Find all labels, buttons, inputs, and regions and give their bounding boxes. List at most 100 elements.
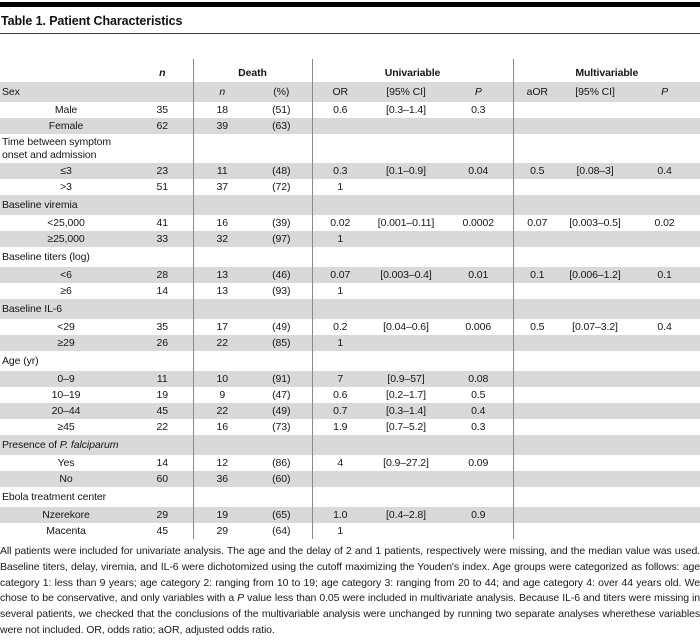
cell-death-pct: (47) <box>272 388 291 401</box>
cell-ci: [0.2–1.7] <box>386 388 426 401</box>
cell-aor <box>512 247 562 267</box>
cell-aor <box>512 471 562 487</box>
cell-aor: 0.07 <box>512 215 562 231</box>
cell-aci: [0.07–3.2] <box>572 320 618 333</box>
cell-or: 0.07 <box>311 267 368 283</box>
col-univariable-group-header: Univariable <box>311 59 514 82</box>
row-label: Time between symptom onset and admission <box>2 136 112 161</box>
header-spacer <box>0 59 132 82</box>
top-rule <box>0 2 700 7</box>
data-row: Nzerekore 29 19 (65) 1.0 [0.4–2.8] 0.9 <box>0 507 700 523</box>
cell-n: 45 <box>156 404 169 417</box>
row-label: Baseline viremia <box>2 198 78 211</box>
cell-p: 0.09 <box>468 456 489 469</box>
cell-aci <box>561 403 629 419</box>
cell-n: 35 <box>156 103 169 116</box>
cell-aor <box>512 351 562 371</box>
row-label: Presence of P. falciparum <box>2 438 119 451</box>
cell-ci: [0.9–57] <box>387 372 425 385</box>
cell-death-pct: (63) <box>272 119 291 132</box>
data-row: Female 62 39 (63) <box>0 118 700 134</box>
row-label: Ebola treatment center <box>2 490 107 503</box>
cell-aor <box>512 283 562 299</box>
row-label: Macenta <box>46 524 86 537</box>
column-subheader-row: Sex n (%) OR [95% CI] P aOR [95% CI] P <box>0 82 700 102</box>
cell-ap: 0.1 <box>657 268 672 281</box>
cell-or <box>311 134 368 163</box>
cell-n: 29 <box>156 508 169 521</box>
cell-n: 22 <box>156 420 169 433</box>
group-row: Baseline titers (log) <box>0 247 700 267</box>
data-row: No 60 36 (60) <box>0 471 700 487</box>
cell-aor: 0.5 <box>512 319 562 335</box>
cell-death-n: 19 <box>192 507 251 523</box>
group-row: Age (yr) <box>0 351 700 371</box>
col-ap-header: P <box>661 85 668 98</box>
row-label: 10–19 <box>51 388 81 401</box>
cell-death-n <box>192 299 251 319</box>
cell-aci <box>561 371 629 387</box>
data-row: Male 35 18 (51) 0.6 [0.3–1.4] 0.3 <box>0 102 700 118</box>
col-multivariable-group-header: Multivariable <box>512 59 700 82</box>
cell-aor <box>512 118 562 134</box>
data-row: 20–44 45 22 (49) 0.7 [0.3–1.4] 0.4 <box>0 403 700 419</box>
cell-death-n: 11 <box>192 163 251 179</box>
cell-death-n: 29 <box>192 523 251 539</box>
cell-n: 28 <box>156 268 169 281</box>
group-row-label-sex: Sex <box>2 85 20 98</box>
cell-p: 0.9 <box>471 508 486 521</box>
data-row: 10–19 19 9 (47) 0.6 [0.2–1.7] 0.5 <box>0 387 700 403</box>
cell-ci <box>368 283 444 299</box>
cell-death-pct <box>251 299 312 319</box>
cell-ap: 0.4 <box>657 320 672 333</box>
cell-ap <box>629 283 700 299</box>
cell-aor <box>512 231 562 247</box>
cell-death-n: 39 <box>192 118 251 134</box>
cell-aor <box>512 419 562 435</box>
cell-death-pct <box>251 487 312 507</box>
row-label-italic: P. falciparum <box>59 438 119 451</box>
cell-death-n: 16 <box>192 215 251 231</box>
cell-death-pct: (93) <box>272 284 291 297</box>
col-p-header: P <box>474 85 482 98</box>
row-label: Age (yr) <box>2 354 39 367</box>
data-row: 0–9 11 10 (91) 7 [0.9–57] 0.08 <box>0 371 700 387</box>
cell-ap <box>629 403 700 419</box>
cell-death-n: 10 <box>192 371 251 387</box>
cell-p: 0.006 <box>465 320 492 333</box>
cell-n <box>132 435 193 455</box>
cell-or: 4 <box>311 455 368 471</box>
col-death-n-header: n <box>192 82 251 102</box>
cell-n <box>132 351 193 371</box>
table-footnote: All patients were included for univariat… <box>0 544 700 639</box>
cell-ap <box>629 335 700 351</box>
data-row: ≥25,000 33 32 (97) 1 <box>0 231 700 247</box>
cell-ap <box>629 134 700 163</box>
group-row: Baseline IL-6 <box>0 299 700 319</box>
cell-death-pct: (85) <box>272 336 291 349</box>
cell-or: 0.6 <box>311 102 368 118</box>
title-rule <box>0 33 700 34</box>
cell-ci <box>368 487 444 507</box>
cell-death-pct: (48) <box>272 164 291 177</box>
cell-n: 11 <box>156 372 168 385</box>
cell-p: 0.3 <box>471 420 486 433</box>
data-row: ≥45 22 16 (73) 1.9 [0.7–5.2] 0.3 <box>0 419 700 435</box>
cell-p <box>444 299 513 319</box>
row-label: ≥45 <box>57 420 75 433</box>
row-label: Yes <box>57 456 75 469</box>
col-aor-header: aOR <box>512 82 562 102</box>
cell-or: 1 <box>311 179 368 195</box>
cell-or: 0.7 <box>311 403 368 419</box>
cell-ci: [0.001–0.11] <box>377 216 435 229</box>
cell-n: 45 <box>156 524 169 537</box>
cell-or <box>311 195 368 215</box>
cell-ap <box>629 247 700 267</box>
cell-aci <box>561 247 629 267</box>
cell-ap <box>629 419 700 435</box>
cell-ap <box>629 118 700 134</box>
subheader-spacer <box>132 82 193 102</box>
col-n-group-header: n <box>159 66 166 79</box>
cell-n <box>132 299 193 319</box>
cell-ci <box>368 134 444 163</box>
